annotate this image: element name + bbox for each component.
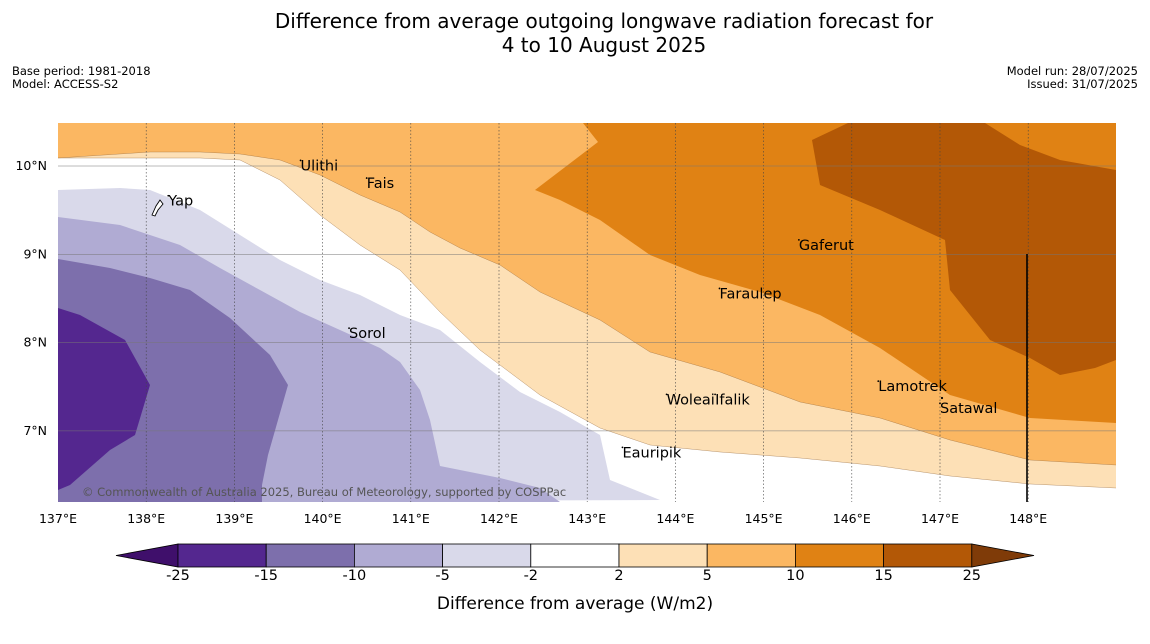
x-tick-label: 141°E [392, 511, 430, 526]
base-period-text: Base period: 1981-2018 [12, 64, 151, 78]
place-marker [797, 238, 800, 241]
y-tick-label: 9°N [23, 246, 47, 261]
place-marker [348, 327, 350, 330]
place-label: Woleai [667, 392, 715, 408]
colorbar [115, 543, 1035, 568]
colorbar-tick: -2 [523, 568, 539, 584]
colorbar-segment [353, 543, 443, 568]
colorbar-segment [530, 543, 620, 568]
meta-right: Model run: 28/07/2025 Issued: 31/07/2025 [1007, 65, 1138, 91]
colorbar-tick: 5 [702, 568, 712, 584]
meta-left: Base period: 1981-2018 Model: ACCESS-S2 [12, 65, 151, 91]
contour-15-25 [812, 123, 1116, 375]
place-marker [299, 159, 302, 162]
colorbar-min-extend [115, 543, 179, 568]
colorbar-segment [442, 543, 532, 568]
place-marker [714, 393, 716, 396]
x-tick-label: 139°E [215, 511, 253, 526]
title-line-2: 4 to 10 August 2025 [501, 33, 707, 57]
x-tick-label: 137°E [39, 511, 77, 526]
place-label: Faraulep [720, 286, 782, 302]
place-marker [939, 402, 941, 405]
place-marker [365, 177, 368, 179]
colorbar-tick: 25 [962, 568, 982, 584]
colorbar-segment [265, 543, 355, 568]
colorbar-segment [618, 543, 708, 568]
colorbar-tick: -15 [254, 568, 279, 584]
colorbar-tick: -10 [342, 568, 367, 584]
colorbar-tick: 15 [874, 568, 893, 584]
place-label: Gaferut [799, 238, 854, 254]
place-labels: Yap Ulithi Fais Gaferut Faraulep Sorol Woleai I… [167, 158, 997, 461]
yap-island-shape [151, 199, 164, 217]
place-marker [167, 194, 170, 197]
copyright-text: © Commonwealth of Australia 2025, Bureau… [82, 485, 566, 499]
x-tick-label: 145°E [745, 511, 783, 526]
x-tick-label: 140°E [304, 511, 342, 526]
colorbar-tick-labels: -25 -15 -10 -5 -2 2 5 10 15 25 [0, 568, 1150, 588]
colorbar-segment [795, 543, 885, 568]
graticule [58, 123, 1116, 502]
place-label: Ulithi [301, 158, 339, 174]
place-marker [621, 446, 624, 449]
x-tick-label: 143°E [568, 511, 606, 526]
place-label: Satawal [940, 401, 997, 417]
colorbar-segment [706, 543, 796, 568]
y-tick-label: 10°N [15, 158, 47, 173]
title-line-1: Difference from average outgoing longwav… [274, 9, 934, 33]
y-tick-label: 8°N [23, 335, 47, 350]
colorbar-segment [883, 543, 973, 568]
contour-25-15-neg [58, 308, 150, 490]
x-tick-label: 147°E [921, 511, 959, 526]
x-tick-label: 146°E [833, 511, 871, 526]
colorbar-tick: 2 [614, 568, 624, 584]
colorbar-max-extend [971, 543, 1035, 568]
x-tick-label: 148°E [1009, 511, 1047, 526]
x-tick-label: 144°E [656, 511, 694, 526]
x-tick-label: 142°E [480, 511, 518, 526]
place-label: Fais [367, 176, 394, 192]
place-marker [665, 393, 668, 396]
islet-marker [940, 396, 944, 400]
place-marker [877, 380, 880, 383]
y-axis-ticks: 10°N 9°N 8°N 7°N [15, 158, 47, 438]
colorbar-label: Difference from average (W/m2) [436, 594, 714, 614]
map-title: Difference from average outgoing longwav… [0, 9, 1150, 57]
colorbar-tick: -5 [435, 568, 450, 584]
model-run-text: Model run: 28/07/2025 [1006, 64, 1138, 78]
issued-text: Issued: 31/07/2025 [1027, 77, 1138, 91]
place-label: Yap [167, 194, 193, 210]
model-text: Model: ACCESS-S2 [12, 77, 119, 91]
x-axis-ticks: 137°E 138°E 139°E 140°E 141°E 142°E 143°E 144°E… [39, 511, 1047, 526]
place-label: Sorol [349, 326, 386, 342]
place-label: Lamotrek [878, 379, 947, 395]
y-tick-label: 7°N [23, 423, 47, 438]
x-tick-label: 138°E [127, 511, 165, 526]
colorbar-tick: -25 [166, 568, 190, 584]
place-label: Ifalik [715, 392, 750, 408]
colorbar-tick: 10 [786, 568, 805, 584]
colorbar-segment [177, 543, 267, 568]
place-label: Eauripik [622, 445, 681, 461]
place-marker [718, 287, 721, 290]
